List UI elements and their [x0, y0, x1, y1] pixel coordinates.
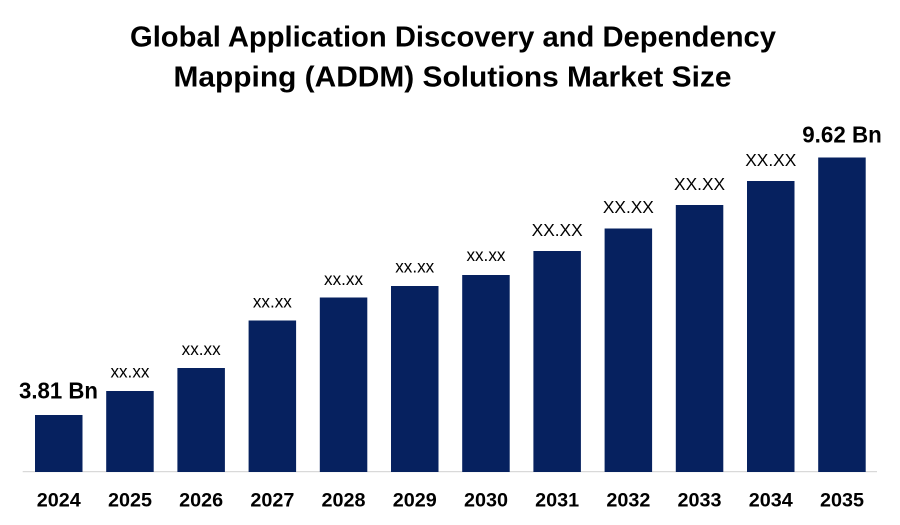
svg-text:XX.XX: XX.XX	[674, 174, 725, 194]
svg-text:2034: 2034	[749, 490, 793, 512]
svg-text:2031: 2031	[535, 490, 579, 512]
svg-text:2029: 2029	[393, 490, 437, 512]
svg-text:2030: 2030	[464, 490, 508, 512]
svg-text:Mapping (ADDM) Solutions Marke: Mapping (ADDM) Solutions Market Size	[174, 61, 732, 93]
svg-text:xx.xx: xx.xx	[182, 339, 221, 359]
svg-text:3.81 Bn: 3.81 Bn	[19, 378, 98, 404]
svg-text:2027: 2027	[250, 490, 294, 512]
svg-text:2026: 2026	[179, 490, 223, 512]
svg-text:xx.xx: xx.xx	[395, 257, 434, 277]
svg-text:XX.XX: XX.XX	[532, 220, 583, 240]
svg-text:xx.xx: xx.xx	[466, 245, 505, 265]
svg-text:2032: 2032	[606, 490, 650, 512]
svg-text:2024: 2024	[37, 490, 81, 512]
svg-text:2025: 2025	[108, 490, 152, 512]
svg-text:xx.xx: xx.xx	[324, 269, 363, 289]
svg-text:XX.XX: XX.XX	[603, 197, 654, 217]
svg-text:2033: 2033	[678, 490, 722, 512]
svg-text:XX.XX: XX.XX	[745, 150, 796, 170]
svg-text:2035: 2035	[820, 490, 864, 512]
svg-text:Global Application Discovery a: Global Application Discovery and Depende…	[130, 21, 776, 53]
svg-text:xx.xx: xx.xx	[253, 292, 292, 312]
svg-text:xx.xx: xx.xx	[110, 362, 149, 382]
svg-text:2028: 2028	[322, 490, 366, 512]
svg-text:9.62 Bn: 9.62 Bn	[802, 122, 882, 148]
